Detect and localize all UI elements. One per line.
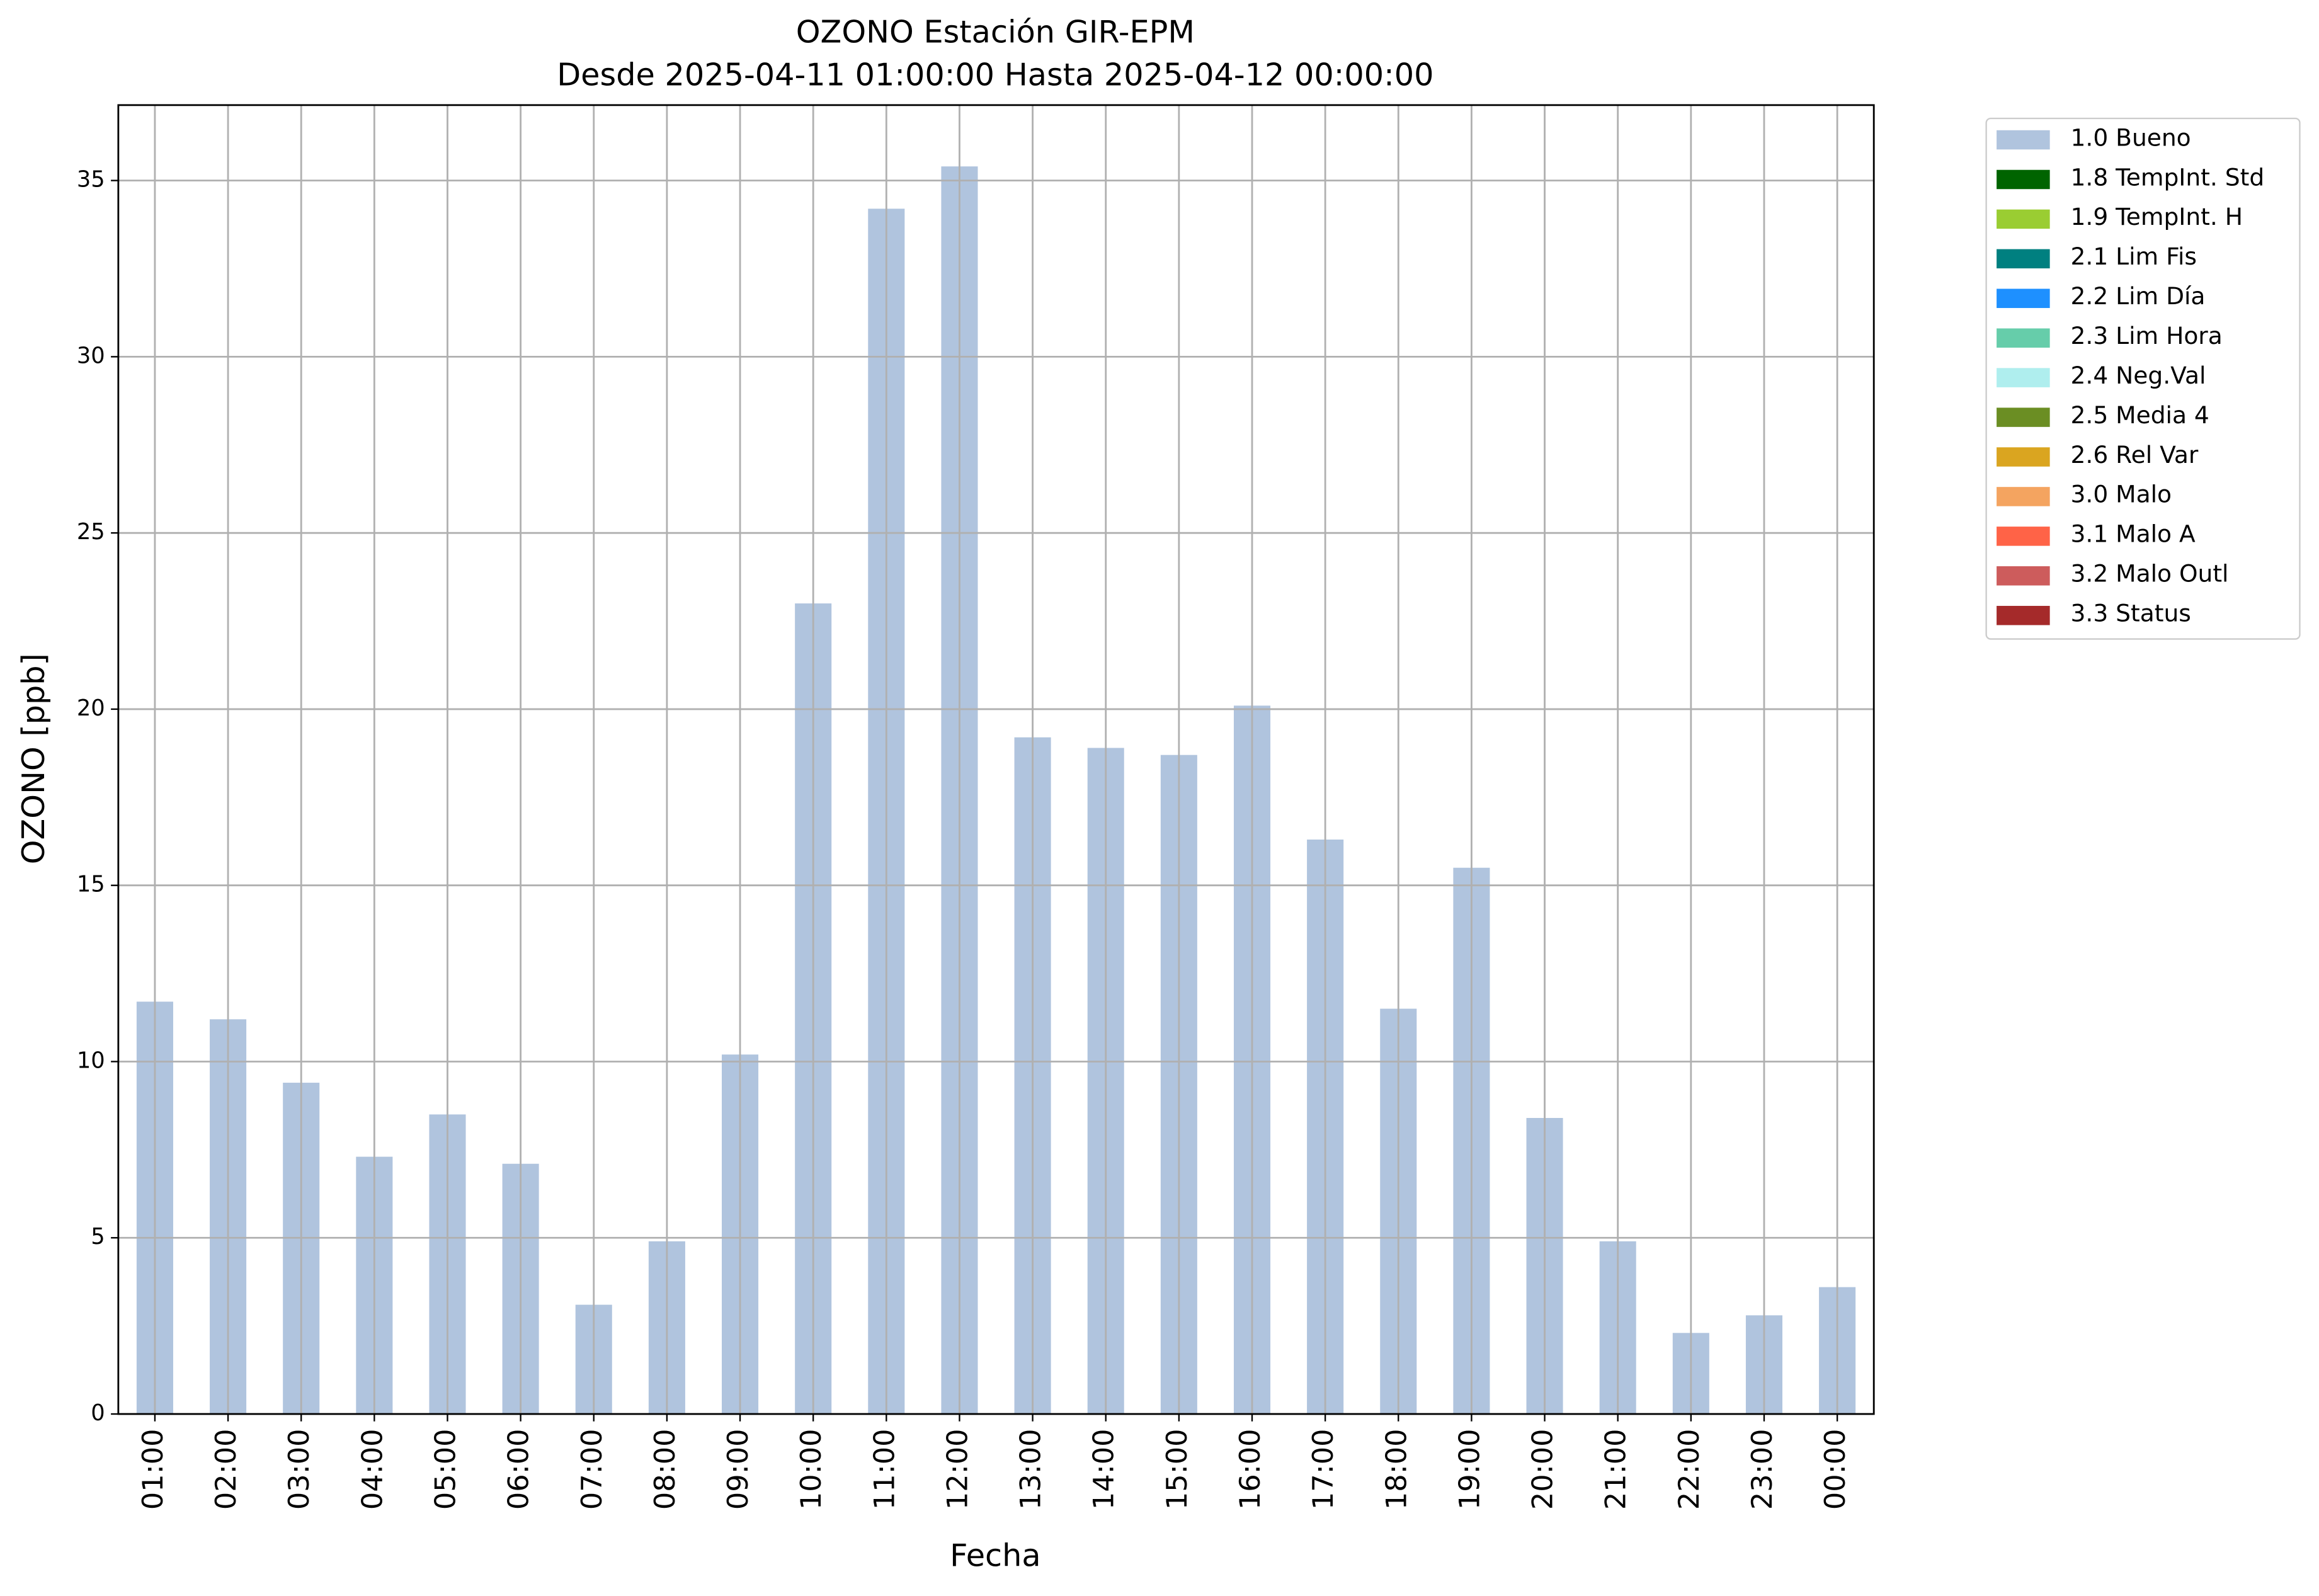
legend-swatch [1997,209,2050,229]
y-axis-label: OZONO [ppb] [15,653,52,864]
x-tick-label: 01:00 [137,1429,169,1510]
x-tick-label: 04:00 [356,1429,389,1510]
legend-swatch [1997,368,2050,387]
legend-swatch [1997,605,2050,625]
x-tick-label: 10:00 [795,1429,828,1510]
x-tick-label: 15:00 [1161,1429,1194,1510]
x-tick-label: 23:00 [1746,1429,1779,1510]
legend-swatch [1997,487,2050,506]
x-tick-label: 17:00 [1307,1429,1340,1510]
legend-swatch [1997,566,2050,586]
legend-swatch [1997,447,2050,467]
legend-swatch [1997,169,2050,190]
legend-swatch [1997,328,2050,348]
legend-label: 2.2 Lim Día [2071,282,2206,310]
legend-label: 2.5 Media 4 [2071,401,2209,429]
legend-label: 3.3 Status [2071,600,2191,627]
x-tick-label: 20:00 [1527,1429,1559,1510]
legend-label: 2.6 Rel Var [2071,441,2199,469]
x-tick-label: 02:00 [210,1429,242,1510]
legend-swatch [1997,527,2050,546]
x-tick-label: 19:00 [1453,1429,1486,1510]
x-tick-label: 21:00 [1600,1429,1632,1510]
x-tick-label: 05:00 [429,1429,462,1510]
y-tick-label: 35 [77,167,105,193]
x-tick-label: 14:00 [1088,1429,1120,1510]
y-tick-label: 20 [77,695,105,721]
y-tick-label: 25 [77,519,105,545]
plot-frame [117,104,1875,1415]
x-tick-label: 00:00 [1819,1429,1852,1510]
legend-swatch [1997,288,2050,309]
y-tick-label: 0 [91,1400,105,1426]
legend-label: 1.0 Bueno [2071,123,2191,151]
x-tick-label: 12:00 [941,1429,974,1510]
y-tick-label: 30 [77,343,105,368]
chart-title: OZONO Estación GIR-EPM [796,14,1195,50]
legend-label: 2.4 Neg.Val [2071,362,2206,389]
x-tick-label: 08:00 [649,1429,681,1510]
legend-label: 2.1 Lim Fis [2071,242,2197,270]
legend-label: 3.2 Malo Outl [2071,560,2229,588]
x-tick-label: 11:00 [868,1429,901,1510]
x-tick-label: 16:00 [1234,1429,1267,1510]
x-tick-label: 13:00 [1015,1429,1047,1510]
x-tick-label: 06:00 [503,1429,535,1510]
x-tick-label: 03:00 [283,1429,316,1510]
legend-label: 2.3 Lim Hora [2071,322,2223,350]
ticks: 0 5 10 15 20 25 30 35 01:00 02:00 03:00 04:00 05:00 0… [77,167,1852,1510]
legend-label: 3.1 Malo A [2071,520,2196,548]
legend-label: 1.8 TempInt. Std [2071,163,2265,191]
legend: 1.0 Bueno 1.8 TempInt. Std 1.9 TempInt. H 2… [1985,117,2301,640]
y-tick-label: 15 [77,872,105,898]
legend-swatch [1997,249,2050,269]
y-tick-label: 10 [77,1047,105,1073]
legend-label: 1.9 TempInt. H [2071,203,2243,231]
x-tick-label: 18:00 [1380,1429,1413,1510]
x-tick-label: 22:00 [1673,1429,1706,1510]
legend-swatch [1997,408,2050,427]
legend-box [1985,117,2301,640]
x-axis-label: Fecha [950,1537,1041,1573]
legend-swatch [1997,130,2050,150]
x-tick-label: 09:00 [722,1429,755,1510]
y-tick-label: 5 [91,1224,105,1250]
legend-label: 3.0 Malo [2071,481,2172,508]
x-tick-label: 07:00 [576,1429,608,1510]
chart-subtitle: Desde 2025-04-11 01:00:00 Hasta 2025-04-… [557,57,1433,93]
